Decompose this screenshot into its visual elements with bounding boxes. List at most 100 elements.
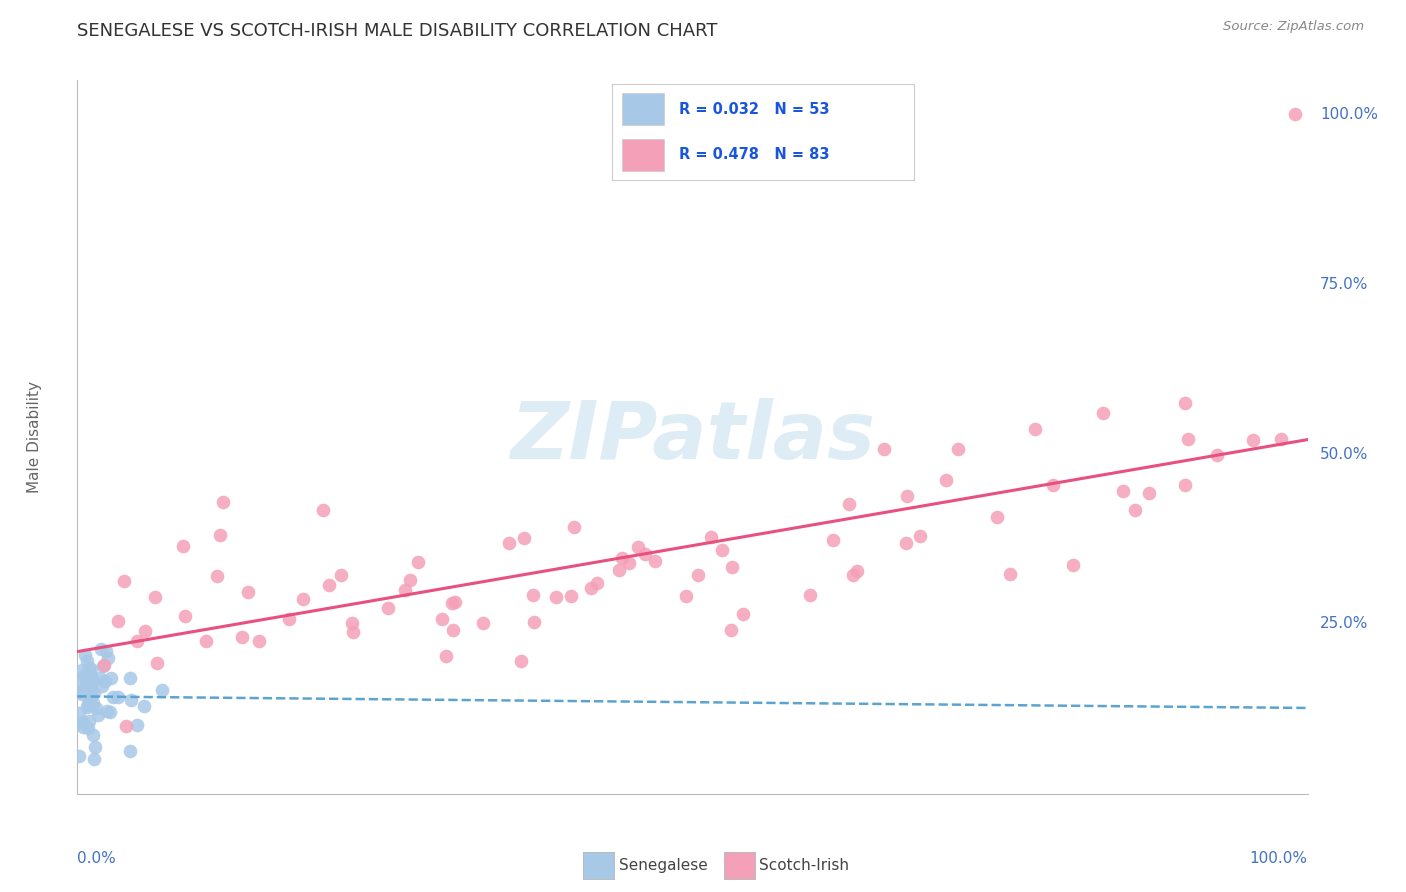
Point	[80, 673, 103, 687]
Point	[72, 720, 94, 734]
Point	[721, 559, 744, 574]
Point	[146, 656, 169, 670]
Point	[1174, 396, 1197, 410]
Point	[83, 686, 105, 700]
Point	[894, 536, 917, 550]
Point	[79, 660, 101, 674]
Point	[1177, 432, 1199, 446]
Point	[134, 624, 156, 639]
Point	[823, 533, 845, 547]
Point	[72, 664, 94, 678]
Point	[318, 578, 340, 592]
Point	[845, 564, 868, 578]
Point	[443, 595, 465, 609]
Point	[82, 673, 104, 688]
Point	[342, 625, 364, 640]
Point	[472, 615, 495, 630]
Point	[150, 682, 173, 697]
Point	[711, 542, 734, 557]
Point	[1270, 432, 1292, 446]
Point	[340, 615, 363, 630]
Point	[89, 671, 111, 685]
Point	[172, 539, 194, 553]
Point	[946, 442, 969, 456]
Point	[76, 654, 98, 668]
Point	[278, 612, 301, 626]
Point	[377, 601, 399, 615]
Point	[118, 744, 141, 758]
Point	[633, 547, 655, 561]
Point	[1042, 478, 1064, 492]
Point	[986, 509, 1008, 524]
Text: 75.0%: 75.0%	[1320, 277, 1368, 292]
Text: Senegalese: Senegalese	[619, 858, 707, 872]
Text: Scotch-Irish: Scotch-Irish	[759, 858, 849, 872]
Point	[440, 596, 463, 610]
Text: Source: ZipAtlas.com: Source: ZipAtlas.com	[1223, 20, 1364, 33]
Point	[67, 748, 90, 763]
Point	[72, 714, 94, 729]
Point	[236, 585, 259, 599]
Text: 25.0%: 25.0%	[1320, 616, 1368, 632]
Point	[80, 669, 103, 683]
Point	[544, 590, 567, 604]
Point	[686, 568, 709, 582]
Point	[935, 473, 957, 487]
Point	[86, 708, 108, 723]
Point	[70, 687, 93, 701]
Point	[560, 589, 582, 603]
Point	[1112, 483, 1135, 498]
Point	[700, 530, 723, 544]
Point	[610, 550, 633, 565]
Point	[115, 719, 138, 733]
Point	[1284, 107, 1306, 121]
Point	[173, 608, 195, 623]
Point	[312, 503, 335, 517]
Point	[69, 673, 91, 688]
Point	[125, 718, 148, 732]
Point	[627, 540, 650, 554]
Point	[998, 566, 1021, 581]
Point	[523, 615, 546, 629]
Point	[231, 630, 253, 644]
Point	[67, 706, 90, 721]
Point	[143, 590, 166, 604]
Point	[120, 693, 142, 707]
Point	[120, 671, 142, 685]
Point	[73, 669, 96, 683]
Text: 100.0%: 100.0%	[1320, 107, 1378, 122]
Point	[1091, 405, 1114, 419]
Point	[586, 575, 609, 590]
Point	[112, 574, 135, 588]
Point	[441, 624, 464, 638]
Point	[720, 623, 742, 637]
Point	[564, 520, 586, 534]
Point	[522, 588, 544, 602]
Point	[93, 658, 115, 673]
Point	[125, 634, 148, 648]
Point	[1174, 478, 1197, 492]
Point	[82, 696, 104, 710]
Point	[73, 683, 96, 698]
Point	[83, 752, 105, 766]
Point	[107, 615, 129, 629]
Point	[406, 555, 429, 569]
Point	[103, 690, 125, 704]
Point	[513, 531, 536, 545]
Point	[1123, 503, 1146, 517]
Point	[79, 662, 101, 676]
Point	[100, 671, 122, 685]
Point	[96, 704, 118, 718]
Text: ZIPatlas: ZIPatlas	[510, 398, 875, 476]
Point	[842, 567, 865, 582]
Point	[579, 581, 602, 595]
Point	[896, 489, 918, 503]
Point	[80, 681, 103, 696]
Text: 100.0%: 100.0%	[1250, 851, 1308, 866]
Point	[617, 557, 640, 571]
Point	[436, 648, 458, 663]
Point	[79, 689, 101, 703]
Point	[76, 697, 98, 711]
Point	[77, 714, 100, 729]
Point	[394, 583, 416, 598]
